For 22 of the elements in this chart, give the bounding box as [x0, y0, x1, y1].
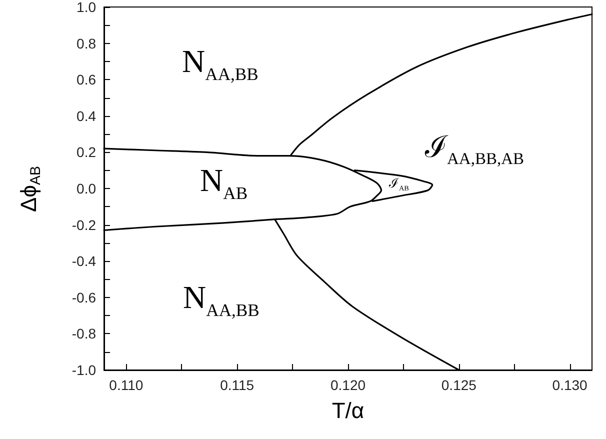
y-tick-label: -1.0	[72, 362, 96, 378]
y-tick-label: 0.6	[76, 72, 96, 88]
annotation: N$_{AB}$	[200, 162, 248, 204]
y-tick-label: -0.8	[72, 326, 96, 342]
annotation: ℐ$_{AB}$	[389, 174, 409, 193]
x-tick-label: 0.120	[330, 377, 366, 393]
annotation: ℐ$_{AA,BB,AB}$	[425, 130, 524, 170]
y-tick-label: -0.2	[72, 216, 96, 233]
y-tick-label: 1.0	[76, 0, 96, 15]
y-tick-label: 0.0	[76, 180, 96, 196]
y-tick-label: 0.4	[76, 108, 96, 124]
x-tick-label: 0.130	[552, 377, 588, 393]
x-tick-label: 0.115	[220, 377, 254, 393]
x-tick-label: 0.125	[441, 377, 477, 393]
x-tick-label: 0.110	[109, 377, 144, 393]
y-tick-label: 0.2	[76, 144, 96, 160]
annotation: N$_{AA,BB}$	[183, 279, 260, 321]
y-tick-label: -0.6	[72, 289, 96, 306]
y-tick-label: -0.4	[72, 253, 96, 270]
x-axis-title: T/α	[332, 398, 364, 424]
annotation: N$_{AA,BB}$	[182, 43, 258, 85]
y-tick-label: 0.8	[76, 35, 96, 52]
